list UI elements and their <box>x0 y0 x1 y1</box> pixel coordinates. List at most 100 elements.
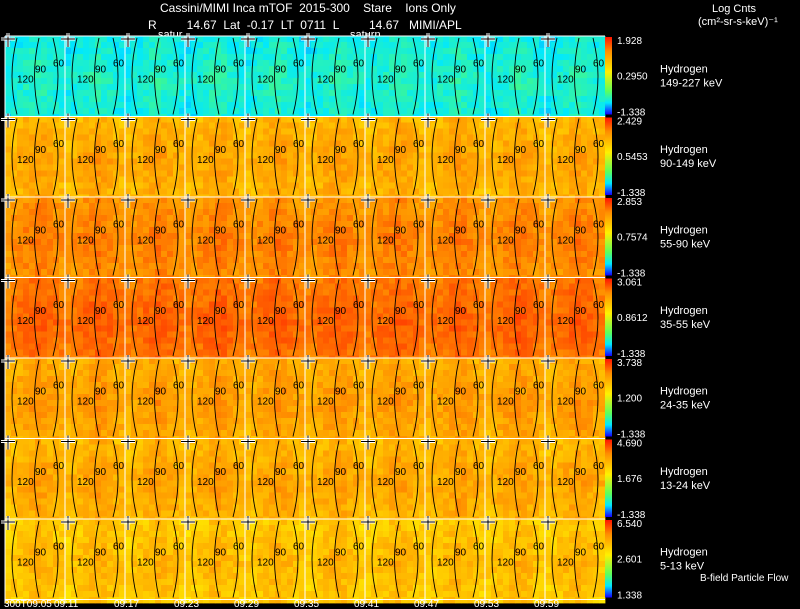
contour-label: 90 <box>95 386 107 397</box>
contour-line <box>154 37 160 115</box>
contour-label: 60 <box>413 219 425 230</box>
contour-label: 90 <box>455 306 467 317</box>
contour-label: 90 <box>335 145 347 156</box>
contour-line <box>214 520 220 598</box>
colorbar-mid: 0.2950 <box>617 71 648 82</box>
contour-line <box>131 37 138 115</box>
boresight-cross <box>421 194 435 208</box>
x-tick-label: 09:41 <box>354 599 379 609</box>
contour-line <box>352 37 359 115</box>
contour-line <box>352 359 359 437</box>
contour-line <box>71 198 78 276</box>
contour-label: 60 <box>293 219 305 230</box>
contour-label: 120 <box>257 396 274 407</box>
contour-line <box>71 440 78 518</box>
boresight-cross <box>1 355 15 369</box>
contour-line <box>431 37 438 115</box>
colorbar <box>605 359 612 437</box>
contour-line <box>431 279 438 357</box>
contour-label: 60 <box>473 380 485 391</box>
boresight-cross <box>301 113 315 128</box>
contour-line <box>311 118 318 196</box>
contour-label: 120 <box>77 477 94 488</box>
contour-label: 60 <box>233 461 245 472</box>
contour-line <box>592 198 599 276</box>
colorbar-max: 1.928 <box>617 36 642 47</box>
contour-label: 60 <box>473 300 485 311</box>
contour-label: 120 <box>497 316 514 327</box>
contour-line <box>214 440 220 518</box>
contour-line <box>71 359 78 437</box>
contour-label: 60 <box>113 380 125 391</box>
colorbar <box>605 198 612 276</box>
contour-line <box>431 198 438 276</box>
contour-label: 120 <box>77 155 94 166</box>
row-frames: 1209060120906012090601209060120906012090… <box>1 516 605 600</box>
contour-line <box>454 359 460 437</box>
contour-line <box>191 37 198 115</box>
contour-label: 90 <box>455 467 467 478</box>
contour-line <box>94 359 100 437</box>
contour-line <box>154 440 160 518</box>
contour-label: 90 <box>395 306 407 317</box>
contour-line <box>532 279 539 357</box>
contour-label: 120 <box>137 316 154 327</box>
contour-label: 90 <box>35 145 47 156</box>
contour-line <box>592 279 599 357</box>
contour-line <box>274 359 280 437</box>
colorbar-min: -1.338 <box>617 349 646 360</box>
boresight-cross <box>121 194 135 208</box>
contour-line <box>292 359 299 437</box>
contour-label: 90 <box>395 386 407 397</box>
contour-label: 60 <box>593 58 605 69</box>
contour-label: 90 <box>575 386 587 397</box>
contour-label: 60 <box>233 300 245 311</box>
contour-label: 120 <box>557 557 574 568</box>
units-label: Log Cnts <box>712 3 757 15</box>
contour-label: 60 <box>473 139 485 150</box>
contour-label: 60 <box>413 139 425 150</box>
contour-line <box>352 118 359 196</box>
contour-line <box>592 37 599 115</box>
contour-line <box>94 520 100 598</box>
chart-title: Cassini/MIMI Inca mTOF 2015-300 Stare Io… <box>160 1 456 15</box>
contour-line <box>491 359 498 437</box>
boresight-cross <box>301 274 315 289</box>
contour-label: 90 <box>95 467 107 478</box>
row-energy: 24-35 keV <box>660 399 711 411</box>
contour-label: 120 <box>137 74 154 85</box>
heatmap-row-3: 1209060120906012090601209060120906012090… <box>0 194 711 282</box>
contour-label: 120 <box>197 477 214 488</box>
x-tick-label: 300T09:05 <box>4 599 52 609</box>
boresight-cross <box>541 194 555 208</box>
contour-line <box>191 520 198 598</box>
contour-line <box>94 279 100 357</box>
contour-label: 90 <box>275 64 287 75</box>
contour-label: 90 <box>275 547 287 558</box>
contour-line <box>574 359 580 437</box>
contour-label: 120 <box>437 316 454 327</box>
contour-label: 90 <box>395 547 407 558</box>
boresight-cross <box>61 355 75 369</box>
row-frames: 1209060120906012090601209060120906012090… <box>1 113 605 197</box>
contour-label: 120 <box>197 235 214 246</box>
contour-line <box>371 520 378 598</box>
contour-line <box>491 520 498 598</box>
boresight-cross <box>121 516 135 530</box>
contour-line <box>214 118 220 196</box>
contour-line <box>311 279 318 357</box>
contour-line <box>371 37 378 115</box>
contour-label: 120 <box>557 477 574 488</box>
contour-label: 60 <box>353 139 365 150</box>
boresight-cross <box>541 274 555 289</box>
boresight-cross <box>541 113 555 128</box>
contour-line <box>311 37 318 115</box>
colorbar-min: 1.338 <box>617 591 642 602</box>
contour-line <box>454 279 460 357</box>
boresight-cross <box>181 274 195 289</box>
boresight-cross <box>421 516 435 530</box>
contour-label: 90 <box>155 225 167 236</box>
contour-label: 90 <box>455 225 467 236</box>
contour-label: 90 <box>215 547 227 558</box>
heatmap-row-5: 1209060120906012090601209060120906012090… <box>0 355 711 443</box>
